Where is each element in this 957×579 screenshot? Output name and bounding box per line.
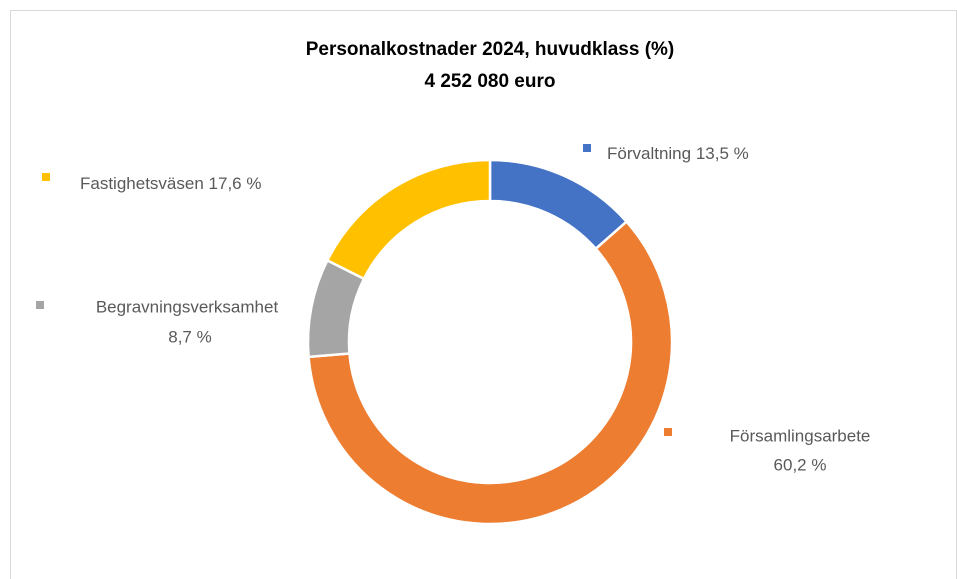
value-label: 60,2 % xyxy=(774,455,827,474)
legend-marker xyxy=(36,301,44,309)
legend-marker xyxy=(583,144,591,152)
donut-segment xyxy=(325,158,492,281)
chart-title: Personalkostnader 2024, huvudklass (%) xyxy=(306,39,675,60)
data-label: Förvaltning 13,5 % xyxy=(607,144,749,163)
data-label: Fastighetsväsen 17,6 % xyxy=(80,174,261,193)
value-label: 17,6 % xyxy=(209,174,262,193)
chart-subtitle: 4 252 080 euro xyxy=(425,71,556,92)
category-label: Begravningsverksamhet xyxy=(96,297,279,316)
category-label: Fastighetsväsen xyxy=(80,174,204,193)
category-label: Förvaltning xyxy=(607,144,691,163)
legend-marker xyxy=(42,173,50,181)
donut-segment xyxy=(307,219,674,526)
value-label: 13,5 % xyxy=(696,144,749,163)
category-label: Församlingsarbete xyxy=(730,426,871,445)
value-label: 8,7 % xyxy=(168,327,211,346)
legend-marker xyxy=(664,428,672,436)
